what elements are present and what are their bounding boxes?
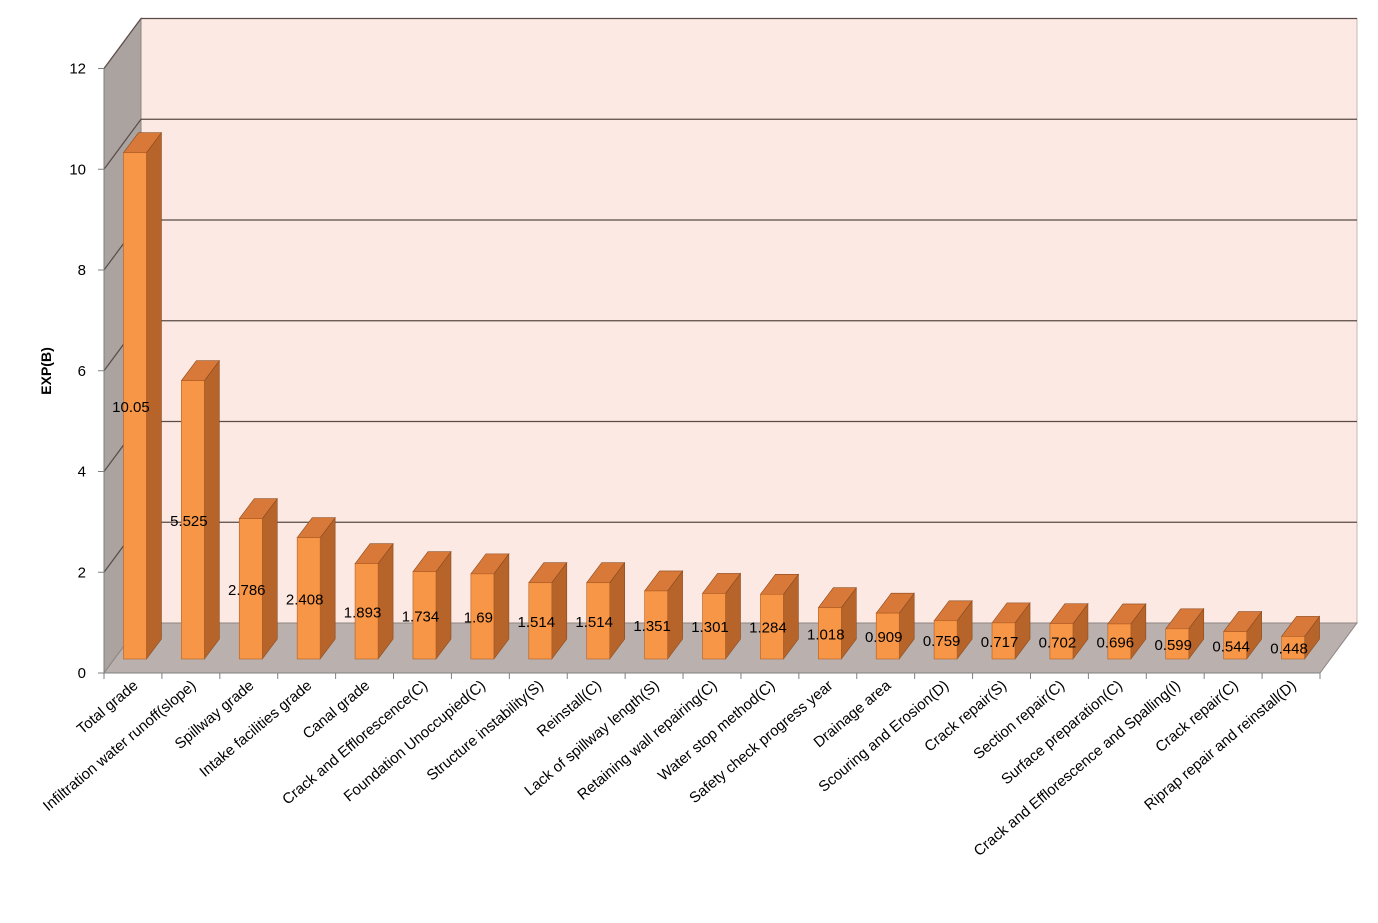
data-label: 1.284 — [749, 620, 787, 637]
bar — [586, 561, 626, 660]
bar-front — [528, 582, 553, 660]
data-label: 1.514 — [518, 614, 556, 631]
bar-front — [412, 571, 437, 660]
x-tick-label: Intake facilities grade — [196, 677, 315, 781]
bar — [1280, 615, 1321, 660]
bar — [354, 542, 394, 660]
bar-front — [470, 573, 495, 660]
data-label: 0.599 — [1154, 637, 1192, 654]
data-label: 1.018 — [807, 626, 845, 643]
bar — [1107, 603, 1147, 660]
bar — [238, 497, 278, 660]
y-tick-label: 0 — [78, 665, 86, 682]
bar-front — [933, 620, 958, 660]
bar-front — [181, 380, 205, 660]
bar — [991, 601, 1031, 660]
bar — [1049, 602, 1089, 660]
y-axis-title: EXP(B) — [38, 347, 54, 394]
bar — [470, 552, 510, 660]
axes — [98, 68, 1321, 679]
bar-side — [204, 359, 220, 660]
bar-front — [1223, 631, 1247, 660]
data-label: 0.717 — [981, 634, 1019, 651]
bar — [180, 359, 220, 660]
bar-front — [123, 152, 147, 660]
bar — [528, 561, 568, 660]
data-label: 1.514 — [575, 614, 613, 631]
data-labels: 10.05 5.525 2.786 2.408 1.893 1.734 1.69 1.514 1… — [112, 399, 1308, 658]
data-label: 0.759 — [923, 633, 961, 650]
bar-front — [1107, 623, 1132, 660]
bar — [122, 131, 163, 660]
bar-front — [1049, 623, 1074, 660]
y-tick-label: 4 — [78, 464, 86, 481]
y-tick-label: 2 — [78, 564, 86, 581]
data-label: 0.696 — [1097, 634, 1135, 651]
data-label: 2.786 — [228, 582, 266, 599]
data-label: 0.544 — [1212, 638, 1250, 655]
bar — [412, 550, 452, 660]
bar — [701, 572, 742, 660]
data-label: 1.69 — [464, 609, 493, 626]
bar — [817, 586, 857, 660]
bars — [122, 131, 1321, 660]
bar — [875, 592, 915, 660]
bar-front — [760, 594, 784, 660]
y-tick-label: 8 — [78, 262, 86, 279]
bar-front — [702, 593, 726, 660]
bar-front — [586, 582, 610, 660]
data-label: 1.351 — [633, 618, 671, 635]
bar-front — [644, 590, 668, 660]
bar-side — [261, 497, 278, 660]
bar-front — [1165, 628, 1190, 660]
data-label: 0.702 — [1039, 634, 1077, 651]
y-tick-label: 10 — [69, 161, 86, 178]
y-tick-label: 12 — [69, 61, 86, 78]
gridline — [103, 17, 1357, 69]
bar-front — [296, 537, 321, 660]
bar-side — [319, 516, 336, 660]
data-label: 5.525 — [170, 513, 208, 530]
bar-side — [146, 131, 162, 660]
bar-front — [818, 607, 842, 660]
bar-front — [991, 622, 1016, 660]
bar — [643, 570, 684, 660]
data-label: 2.408 — [286, 591, 324, 608]
x-tick-label: Crack and Efflorescence and Spalling(I) — [971, 677, 1184, 860]
bar — [759, 573, 800, 660]
bar-front — [1281, 636, 1305, 660]
data-label: 0.909 — [865, 629, 903, 646]
bar-front — [875, 612, 900, 660]
bar — [296, 516, 336, 660]
bar — [1223, 610, 1263, 660]
bar-front — [238, 518, 263, 660]
bar — [1165, 607, 1205, 660]
bar — [933, 599, 973, 660]
data-label: 1.734 — [402, 608, 440, 625]
y-tick-label: 6 — [78, 363, 86, 380]
data-label: 10.05 — [112, 399, 150, 416]
data-label: 0.448 — [1270, 641, 1308, 658]
data-label: 1.893 — [344, 604, 382, 621]
bar-front — [354, 563, 379, 660]
y-tick-labels: 0 2 4 6 8 10 12 — [69, 61, 86, 683]
gridline — [103, 118, 1357, 170]
data-label: 1.301 — [691, 619, 729, 636]
